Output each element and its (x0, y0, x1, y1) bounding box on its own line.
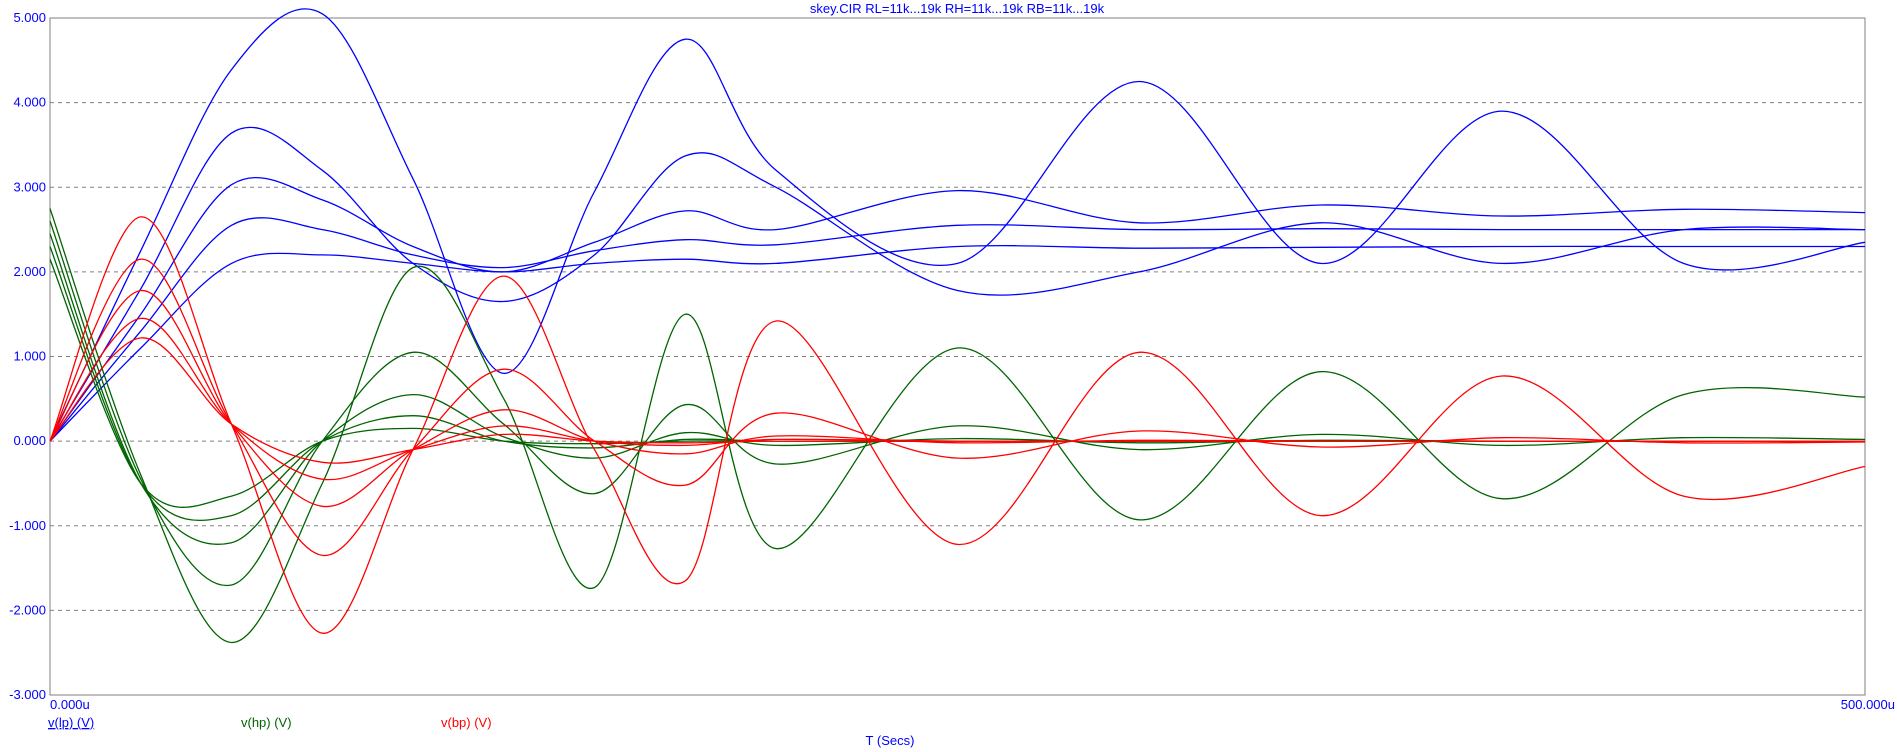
series-line-hp-2 (49, 220, 1866, 587)
series-line-lp-1 (49, 8, 1866, 442)
y-tick-label: 5.000 (13, 10, 46, 25)
y-tick-label: -2.000 (9, 602, 46, 617)
x-axis-label: T (Secs) (866, 733, 915, 748)
y-tick-label: 1.000 (13, 349, 46, 364)
x-tick-label-start: 0.000u (50, 697, 90, 712)
y-tick-label: -3.000 (9, 687, 46, 702)
y-tick-label: 4.000 (13, 95, 46, 110)
series-line-lp-4 (49, 217, 1865, 442)
y-tick-label: 3.000 (13, 179, 46, 194)
legend-entry-bp[interactable]: v(bp) (V) (441, 715, 492, 730)
legend-entry-hp[interactable]: v(hp) (V) (241, 715, 292, 730)
y-tick-label: 2.000 (13, 264, 46, 279)
series-curves (49, 8, 1866, 644)
series-line-lp-2 (49, 126, 1866, 442)
grid-lines (50, 102, 1865, 611)
x-tick-label-end: 500.000u (1841, 697, 1895, 712)
y-tick-labels: 5.000 4.000 3.000 2.000 1.000 0.000 -1.000 -2.0… (9, 10, 46, 702)
legend-entry-lp[interactable]: v(lp) (V) (48, 715, 94, 730)
y-tick-label: -1.000 (9, 518, 46, 533)
series-line-bp-5 (49, 337, 1865, 464)
chart-title: skey.CIR RL=11k...19k RH=11k...19k RB=11… (810, 1, 1105, 16)
series-line-bp-2 (49, 258, 1866, 557)
series-line-lp-5 (49, 244, 1865, 442)
y-tick-label: 0.000 (13, 433, 46, 448)
series-line-lp-3 (49, 176, 1866, 442)
